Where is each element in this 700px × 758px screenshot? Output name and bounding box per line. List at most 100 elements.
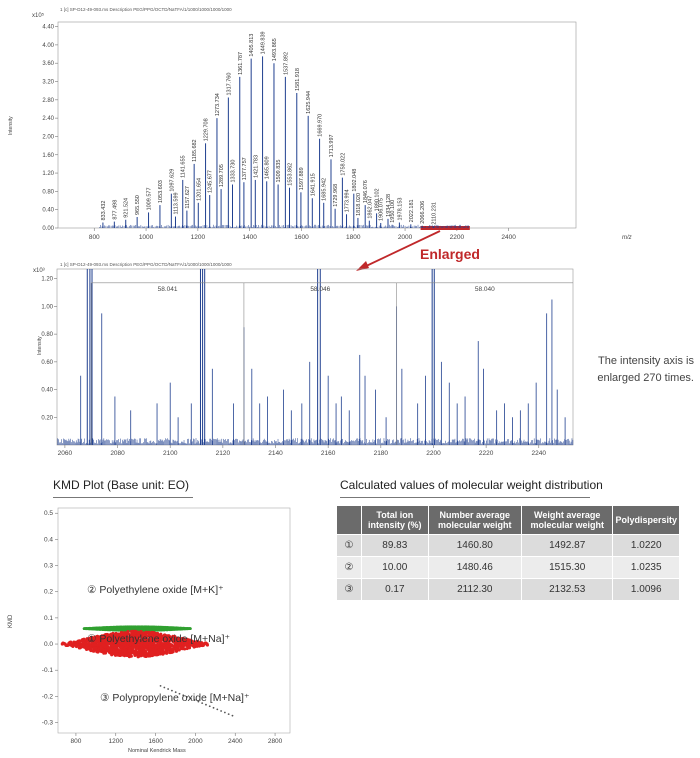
kmd-point-series-1 <box>95 634 99 639</box>
x-tick-label: 2160 <box>321 450 336 457</box>
table-header-weight-avg: Weight average molecular weight <box>521 506 614 535</box>
x-tick-label: 2400 <box>228 738 243 745</box>
peak-label: 1802.048 <box>352 169 358 192</box>
x-tick-label: 1200 <box>109 738 124 745</box>
y-tick-label: 0.3 <box>44 563 53 570</box>
peak-label: 1245.677 <box>208 170 214 193</box>
spacing-label: 58.041 <box>158 286 178 293</box>
kmd-point-series-3 <box>186 695 188 698</box>
table-header-total-ion: Total ion intensity (%) <box>361 506 429 535</box>
peak-label: 1157.627 <box>185 186 191 209</box>
peak-label: 1289.705 <box>219 164 225 187</box>
peak-label: 1846.076 <box>363 180 369 203</box>
kmd-point-series-3 <box>189 697 192 700</box>
kmd-plot: KMD Nominal Kendrick Mass -0.3 -0.2 -0.1 0.… <box>8 507 291 754</box>
y-tick-label: 3.60 <box>42 61 54 67</box>
y-tick-label: 0.0 <box>44 641 53 648</box>
x-tick-label: 2100 <box>163 450 178 457</box>
peak-label: 1009.577 <box>147 187 153 210</box>
peak-label: 2066.206 <box>420 201 426 224</box>
kmd-point-series-3 <box>178 692 181 695</box>
table-row: ② 10.00 1480.46 1515.30 1.0235 <box>337 556 680 579</box>
y-tick-label: 4.40 <box>42 25 54 31</box>
table-title: Calculated values of molecular weight di… <box>340 478 603 492</box>
peak-label: 1978.153 <box>397 198 403 221</box>
table-cell-index: ② <box>337 556 362 579</box>
table-cell: 1480.46 <box>428 556 522 579</box>
y-tick-label: 0.60 <box>41 360 53 366</box>
peak-label: 877.498 <box>112 200 118 220</box>
spectrum2-exponent: x10³ <box>33 268 45 274</box>
kmd-ylabel: KMD <box>8 614 14 628</box>
x-tick-label: 2200 <box>450 234 465 241</box>
kmd-point-series-3 <box>159 685 162 687</box>
x-tick-label: 2000 <box>398 234 413 241</box>
spacing-label: 58.040 <box>475 286 495 293</box>
y-tick-label: 0.00 <box>42 226 54 232</box>
kmd-point-series-1 <box>164 651 168 655</box>
table-cell: 1.0220 <box>612 534 680 557</box>
peak-label: 1581.918 <box>295 68 301 91</box>
y-tick-label: 0.5 <box>44 510 53 517</box>
x-tick-label: 2060 <box>58 450 73 457</box>
x-tick-label: 2800 <box>268 738 283 745</box>
peak-label: 1201.654 <box>196 178 202 201</box>
peak-label: 1141.655 <box>181 155 187 178</box>
spectrum2-ylabel: Intensity <box>37 336 43 355</box>
kmd-point-series-1 <box>182 647 187 651</box>
peak-label: 1537.892 <box>283 52 289 75</box>
x-tick-label: 2240 <box>532 450 547 457</box>
peak-label: 1405.813 <box>249 34 255 57</box>
peak-label: 1229.708 <box>204 118 210 141</box>
kmd-label-series-2: ② Polyethylene oxide [M+K]⁺ <box>87 584 224 596</box>
y-tick-label: 0.80 <box>42 189 54 195</box>
kmd-point-series-3 <box>220 710 222 712</box>
peak-label: 1862.047 <box>367 196 373 219</box>
peak-label: 1641.915 <box>310 173 316 196</box>
peak-label: 2110.231 <box>432 202 438 225</box>
x-tick-label: 1600 <box>294 234 309 241</box>
peak-label: 833.432 <box>101 201 107 221</box>
kmd-point-series-3 <box>182 694 185 697</box>
mass-spectrum-full: 1 [c] SP-D12-49-093.ms Description PEG/P… <box>8 7 632 241</box>
y-tick-label: 0.40 <box>42 208 54 214</box>
mass-spectrum-enlarged: 1 [c] SP-D12-49-093.ms Description PEG/P… <box>33 262 574 457</box>
peak-label: 1493.865 <box>272 38 278 61</box>
table-cell: 1515.30 <box>521 556 614 579</box>
kmd-point-series-3 <box>174 691 177 694</box>
table-cell: 1492.87 <box>521 534 614 557</box>
x-tick-label: 2120 <box>216 450 231 457</box>
table-cell: 1.0235 <box>612 556 680 579</box>
table-cell: 1460.80 <box>428 534 522 557</box>
peak-label: 1758.022 <box>340 153 346 176</box>
peak-label: 921.524 <box>124 198 130 218</box>
table-header-index <box>337 506 362 535</box>
spectrum1-exponent: x10⁵ <box>32 12 45 19</box>
enlarged-arrow <box>356 230 441 271</box>
y-tick-label: -0.3 <box>42 720 54 727</box>
enlarged-label: Enlarged <box>420 246 480 262</box>
kmd-point-series-1 <box>87 640 91 645</box>
kmd-point-series-1 <box>129 654 133 658</box>
table-cell: 2112.30 <box>428 578 522 600</box>
y-tick-label: -0.1 <box>42 667 54 674</box>
peak-label: 1934.128 <box>386 194 392 217</box>
table-header-row: Total ion intensity (%) Number average m… <box>337 506 680 535</box>
kmd-title-underline <box>53 497 193 498</box>
spectrum2-header: 1 [c] SP-D12-49-093.ms Description PEG/P… <box>60 262 232 267</box>
x-tick-label: 1200 <box>191 234 206 241</box>
x-tick-label: 2180 <box>374 450 389 457</box>
table-cell-index: ① <box>337 534 362 557</box>
kmd-label-series-3: ③ Polypropylene oxide [M+Na]⁺ <box>100 692 250 704</box>
kmd-point-series-1 <box>146 631 150 635</box>
peak-label: 1597.889 <box>299 167 305 190</box>
intensity-note-line2: enlarged 270 times. <box>597 372 694 384</box>
y-tick-label: 2.00 <box>42 134 54 140</box>
x-tick-label: 800 <box>70 738 81 745</box>
peak-label: 1713.997 <box>329 134 335 157</box>
peak-label: 1053.603 <box>158 180 164 203</box>
kmd-xlabel: Nominal Kendrick Mass <box>128 748 186 754</box>
table-cell: 89.83 <box>361 534 429 557</box>
y-tick-label: 1.00 <box>41 304 53 310</box>
peak-label: 1449.839 <box>261 31 267 54</box>
